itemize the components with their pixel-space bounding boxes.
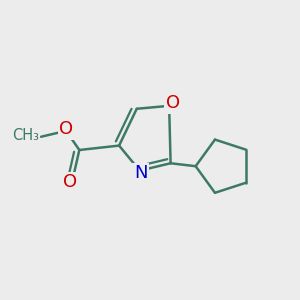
Text: CH₃: CH₃ [12,128,39,143]
Text: O: O [59,120,73,138]
Text: N: N [134,164,147,182]
Text: O: O [63,173,78,191]
Text: O: O [166,94,180,112]
